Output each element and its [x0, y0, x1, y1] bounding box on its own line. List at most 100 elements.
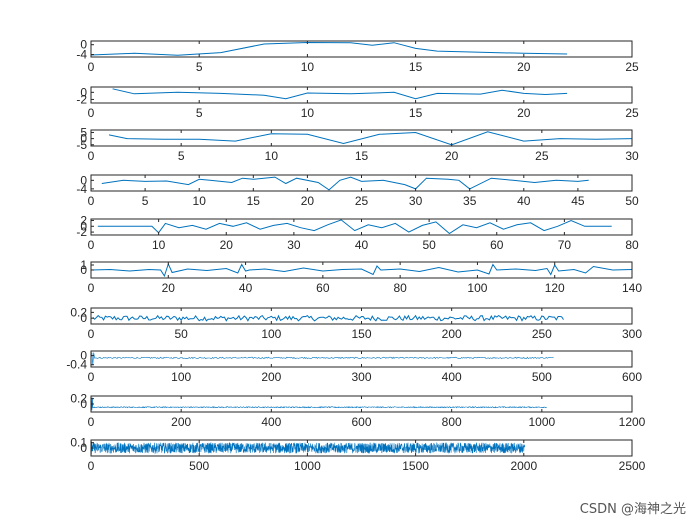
- x-tick-label: 50: [422, 238, 436, 252]
- x-tick-label: 1500: [402, 459, 429, 473]
- x-tick-label: 10: [152, 238, 166, 252]
- x-tick-label: 10: [193, 194, 207, 208]
- series-line: [112, 88, 568, 100]
- x-tick-label: 200: [171, 415, 191, 429]
- axes-box: [90, 261, 633, 279]
- x-tick-label: 600: [622, 370, 642, 384]
- x-tick-label: 100: [261, 327, 281, 341]
- subplot-1: 0 5 10 15 20 25 0-4: [76, 38, 639, 74]
- y-tick-label: 0: [80, 132, 87, 146]
- x-tick-label: 5: [196, 60, 203, 74]
- x-tick-label: 140: [622, 281, 642, 295]
- series-line: [90, 441, 525, 455]
- x-tick-label: 400: [442, 370, 462, 384]
- y-tick-label: 0: [80, 311, 87, 325]
- series-line: [108, 131, 633, 146]
- x-tick-label: 15: [247, 194, 261, 208]
- x-tick-label: 20: [301, 194, 315, 208]
- x-tick-label: 0: [88, 194, 95, 208]
- x-tick-label: 20: [445, 149, 459, 163]
- x-tick-label: 0: [88, 327, 95, 341]
- x-tick-label: 45: [571, 194, 585, 208]
- x-tick-label: 80: [393, 281, 407, 295]
- y-tick-label: 5: [80, 125, 87, 139]
- x-tick-label: 500: [189, 459, 209, 473]
- x-tick-label: 1000: [528, 415, 555, 429]
- series-line: [91, 352, 554, 366]
- axes-box: [90, 86, 633, 104]
- x-tick-label: 600: [351, 415, 371, 429]
- subplot-6: 0 20 40 60 80 100 120 140 10: [80, 258, 642, 295]
- x-tick-label: 0: [88, 370, 95, 384]
- x-tick-label: 20: [517, 60, 531, 74]
- x-tick-label: 300: [622, 327, 642, 341]
- subplot-2: 0 5 10 15 20 25 0-2: [76, 85, 639, 120]
- x-tick-label: 20: [220, 238, 234, 252]
- y-tick-label: 0.2: [70, 392, 87, 406]
- x-tick-label: 250: [532, 327, 552, 341]
- x-tick-label: 30: [287, 238, 301, 252]
- x-tick-label: 0: [88, 238, 95, 252]
- watermark-text: CSDN @海神之光: [579, 502, 686, 517]
- subplot-4: 0 5 10 15 20 25 30 35 40 45 50 0-4: [76, 173, 639, 208]
- x-tick-label: 15: [355, 149, 369, 163]
- x-tick-label: 0: [88, 106, 95, 120]
- x-tick-label: 40: [517, 194, 531, 208]
- x-tick-label: 120: [545, 281, 565, 295]
- series-line: [91, 397, 547, 411]
- y-tick-label: -2: [76, 225, 87, 239]
- axes-box: [90, 40, 633, 58]
- y-tick-label: 0.1: [70, 436, 87, 450]
- y-tick-label: -2: [76, 92, 87, 106]
- y-tick-label: 0: [80, 38, 87, 52]
- x-tick-label: 35: [463, 194, 477, 208]
- x-tick-label: 60: [490, 238, 504, 252]
- x-tick-label: 25: [625, 60, 639, 74]
- x-tick-label: 2500: [619, 459, 646, 473]
- y-tick-label: -4: [76, 182, 87, 196]
- x-tick-label: 25: [355, 194, 369, 208]
- y-tick-label: -5: [76, 138, 87, 152]
- x-tick-label: 50: [174, 327, 188, 341]
- x-tick-label: 0: [88, 281, 95, 295]
- x-tick-label: 400: [261, 415, 281, 429]
- y-tick-label: 0: [80, 173, 87, 187]
- x-tick-label: 10: [301, 60, 315, 74]
- y-tick-label: -4: [76, 48, 87, 62]
- x-tick-label: 50: [625, 194, 639, 208]
- y-tick-label: 0: [80, 397, 87, 411]
- x-tick-label: 500: [532, 370, 552, 384]
- subplot-9: 0 200 400 600 800 1000 1200 0.20: [70, 392, 645, 429]
- x-tick-label: 80: [625, 238, 639, 252]
- y-tick-label: 0: [80, 441, 87, 455]
- x-tick-label: 40: [239, 281, 253, 295]
- x-tick-label: 15: [409, 106, 423, 120]
- x-tick-label: 60: [316, 281, 330, 295]
- y-tick-label: 2: [80, 213, 87, 227]
- series-line: [90, 41, 568, 56]
- y-tick-label: 0: [80, 219, 87, 233]
- x-tick-label: 150: [351, 327, 371, 341]
- y-tick-label: 0: [80, 349, 87, 363]
- x-tick-label: 800: [442, 415, 462, 429]
- x-tick-label: 2000: [510, 459, 537, 473]
- x-tick-label: 200: [442, 327, 462, 341]
- x-tick-label: 0: [88, 415, 95, 429]
- x-tick-label: 30: [409, 194, 423, 208]
- x-tick-label: 0: [88, 459, 95, 473]
- x-tick-label: 40: [355, 238, 369, 252]
- x-tick-label: 5: [142, 194, 149, 208]
- x-tick-label: 30: [625, 149, 639, 163]
- x-tick-label: 10: [301, 106, 315, 120]
- x-tick-label: 0: [88, 149, 95, 163]
- y-tick-label: 0.2: [70, 305, 87, 319]
- y-tick-label: -0.4: [66, 358, 87, 372]
- x-tick-label: 5: [178, 149, 185, 163]
- subplot-10: 0 500 1000 1500 2000 2500 0.10: [70, 436, 645, 473]
- x-tick-label: 200: [261, 370, 281, 384]
- y-tick-label: 0: [80, 263, 87, 277]
